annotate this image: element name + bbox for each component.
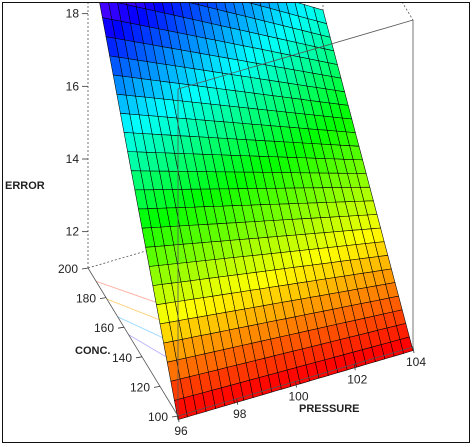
x-tick-label: 98	[233, 407, 247, 421]
z-axis-label: ERROR	[5, 180, 45, 192]
x-axis-ticks: 96 98 100 102 104	[174, 346, 426, 438]
z-tick-label: 16	[66, 79, 80, 93]
z-axis-ticks: 1214161820	[66, 7, 88, 239]
box-edge	[87, 267, 179, 417]
x-tick-mark	[236, 398, 239, 405]
x-tick-label: 104	[406, 355, 426, 369]
y-tick-mark	[99, 297, 107, 299]
y-tick-mark	[117, 326, 125, 329]
y-tick-label: 140	[112, 351, 132, 365]
error-surface	[99, 3, 414, 420]
z-tick-label: 12	[66, 225, 80, 239]
y-tick-label: 160	[94, 321, 114, 335]
x-tick-label: 102	[347, 372, 367, 386]
x-tick-mark	[353, 364, 356, 371]
y-tick-mark	[171, 415, 179, 418]
x-tick-mark	[177, 415, 180, 423]
bounding-box-front	[87, 19, 414, 417]
y-tick-label: 200	[58, 262, 78, 276]
y-tick-label: 100	[148, 410, 168, 424]
y-tick-mark	[153, 386, 161, 388]
y-tick-mark	[135, 356, 143, 359]
y-tick-label: 180	[76, 292, 96, 306]
z-tick-label: 14	[66, 152, 80, 166]
y-tick-label: 120	[130, 380, 150, 394]
y-tick-mark	[81, 267, 89, 270]
x-tick-label: 100	[288, 390, 308, 404]
x-tick-mark	[412, 346, 415, 354]
surface-facet	[399, 336, 414, 354]
box-edge	[402, 3, 414, 21]
box-edge	[177, 19, 414, 90]
y-axis-label: CONC.	[75, 345, 110, 357]
x-axis-label: PRESSURE	[299, 403, 360, 415]
y-axis-ticks: 100 120 140 160 180 200	[58, 262, 179, 424]
x-tick-mark	[295, 381, 297, 388]
x-tick-label: 96	[174, 424, 188, 438]
z-tick-label: 18	[66, 7, 80, 21]
